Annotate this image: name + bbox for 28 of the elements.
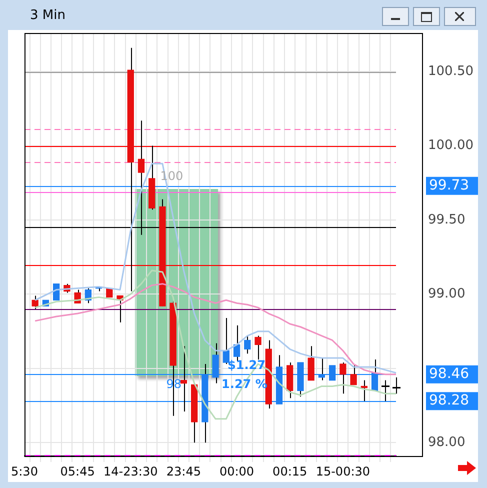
y-tick-label: 99.00: [428, 286, 466, 302]
x-tick-label: 15-00:30: [316, 464, 370, 478]
x-tick-label: 00:00: [219, 464, 254, 478]
x-tick-label: 23:45: [166, 464, 201, 478]
candlestick: [340, 362, 346, 394]
y-tick-label: 100.00: [428, 138, 474, 154]
x-tick-label: 05:45: [60, 464, 95, 478]
candlestick: [254, 335, 262, 360]
candlestick: [222, 317, 230, 364]
candlestick: [328, 365, 336, 381]
ref-line-label: 99.73: [429, 178, 470, 194]
candlestick: [244, 335, 251, 354]
x-tick-label: 5:30: [10, 464, 38, 478]
x-tick-label: 00:15: [272, 464, 308, 478]
ref-line-label: 98.46: [429, 366, 470, 382]
candlestick: [318, 358, 326, 381]
y-tick-label: 100.50: [428, 64, 474, 79]
y-tick-label: 98.00: [428, 435, 466, 450]
candlestick: [32, 295, 38, 310]
candlestick: [308, 346, 314, 381]
x-tick-label: 14-23:30: [104, 464, 158, 478]
ref-line-label: 98.28: [429, 392, 470, 409]
candlestick: [212, 342, 219, 384]
candlestick: [180, 346, 188, 412]
candlestick: [350, 364, 357, 386]
chart-title: 3 Min: [30, 8, 66, 23]
annotation: $1.27: [228, 358, 266, 372]
y-tick-label: 99.50: [428, 212, 466, 228]
